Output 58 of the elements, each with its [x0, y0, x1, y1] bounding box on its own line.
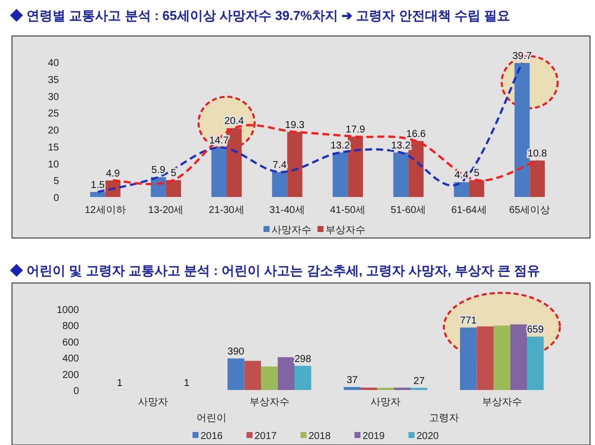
x-tick-label: 31-40세 — [269, 205, 305, 216]
y-tick-label: 1000 — [56, 305, 80, 316]
data-label: 5.9 — [151, 165, 166, 176]
data-label: 7.4 — [272, 160, 287, 172]
data-label: 4.4 — [454, 170, 469, 182]
data-label: 659 — [527, 324, 544, 336]
data-label: 17.9 — [346, 124, 366, 136]
x-tick-label: 12세이하 — [84, 205, 126, 216]
legend-label: 2016 — [200, 431, 224, 442]
data-label: 1.5 — [90, 180, 106, 191]
y-tick-label: 0 — [53, 193, 60, 204]
x-tick-label: 13-20세 — [148, 205, 184, 216]
data-label: 5 — [170, 168, 177, 180]
chart-title: ◆ 어린이 및 고령자 교통사고 분석 : 어린이 사고는 감소추세, 고령자 사망자, 부상자 큰 점유 — [10, 263, 540, 278]
legend-label: 2019 — [362, 431, 386, 442]
data-label: 390 — [228, 346, 245, 358]
legend-label: 2018 — [308, 431, 332, 442]
y-tick-label: 25 — [48, 108, 60, 120]
data-label: 37 — [346, 375, 358, 386]
y-tick-label: 35 — [48, 74, 60, 86]
legend-label: 부상자수 — [326, 225, 366, 236]
x-tick-label: 61-64세 — [451, 205, 487, 216]
data-label: 27 — [414, 376, 426, 387]
x-tick-label: 65세이상 — [509, 205, 550, 216]
x-tick-label: 사망자 — [138, 397, 168, 408]
y-tick-label: 20 — [48, 126, 60, 136]
chart-title: ◆ 연령별 교통사고 분석 : 65세이상 사망자수 39.7%차지 ➔ 고령자 안전대책 수립 필요 — [10, 8, 510, 23]
y-tick-label: 400 — [62, 354, 80, 365]
y-tick-label: 10 — [48, 159, 60, 170]
data-label: 5 — [474, 168, 480, 180]
x-tick-label: 21-30세 — [208, 205, 244, 216]
x-tick-label: 51-60세 — [390, 205, 426, 216]
y-tick-label: 200 — [62, 370, 80, 381]
legend-label: 2017 — [254, 431, 278, 442]
y-tick-label: 15 — [48, 142, 60, 154]
data-label: 39.7 — [512, 51, 532, 62]
x-tick-label: 41-50세 — [330, 205, 366, 216]
data-label: 19.3 — [285, 120, 305, 131]
x-tick-label: 부상자수 — [482, 397, 522, 408]
y-tick-label: 600 — [62, 337, 80, 348]
y-tick-label: 0 — [73, 386, 80, 397]
y-tick-label: 40 — [48, 58, 60, 69]
data-label: 771 — [460, 316, 478, 327]
data-label: 20.4 — [224, 116, 244, 128]
data-label: 4.9 — [106, 168, 120, 180]
data-label: 16.6 — [406, 128, 426, 140]
text: 어린이 — [196, 413, 226, 424]
data-label: 298 — [294, 354, 312, 365]
y-tick-label: 800 — [62, 321, 80, 332]
legend-label: 2020 — [416, 431, 440, 442]
legend-label: 사망자수 — [272, 225, 312, 236]
text: 고령자 — [428, 413, 459, 424]
data-label: 1 — [116, 378, 123, 389]
y-tick-label: 5 — [53, 176, 60, 188]
x-tick-label: 사망자 — [370, 397, 401, 408]
x-tick-label: 부상자수 — [249, 397, 290, 408]
data-label: 1 — [184, 378, 190, 389]
y-tick-label: 30 — [48, 92, 60, 103]
